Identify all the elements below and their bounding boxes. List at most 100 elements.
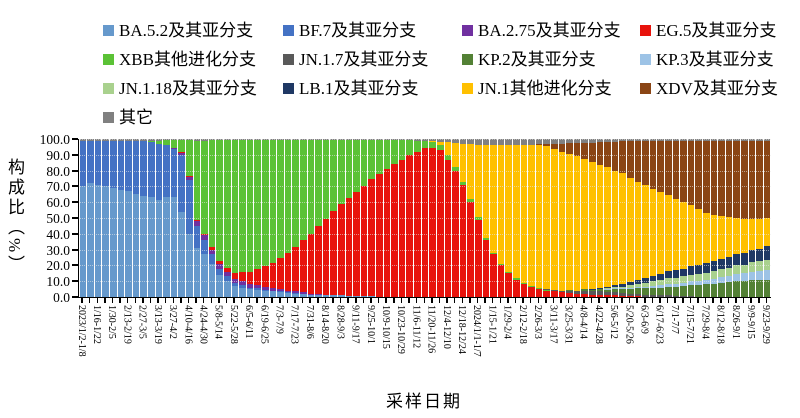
bar-segment xyxy=(376,139,383,174)
bar-segment xyxy=(315,139,322,226)
stacked-bar xyxy=(657,139,665,297)
bar-segment xyxy=(588,289,596,292)
bar-segment xyxy=(505,144,512,272)
bar-segment xyxy=(695,285,703,297)
x-tick-label: 9/23-9/29 xyxy=(760,305,772,344)
bar-segment xyxy=(520,139,528,145)
bar-segment xyxy=(338,139,345,204)
bar-segment xyxy=(284,292,292,294)
bar-segment xyxy=(665,286,672,296)
x-axis-tick xyxy=(400,298,403,303)
bar-segment xyxy=(262,266,269,287)
x-tick-label: 5/8-5/14 xyxy=(212,305,224,339)
legend-swatch-icon xyxy=(283,25,294,36)
bar-segment xyxy=(292,293,300,294)
bar-segment xyxy=(756,270,763,281)
x-axis-tick xyxy=(218,298,220,303)
stacked-bar xyxy=(170,139,178,297)
bar-segment xyxy=(543,289,550,290)
x-axis-tick xyxy=(164,298,167,303)
x-tick-label: 3/11-3/17 xyxy=(547,305,559,344)
bar-segment xyxy=(588,291,596,295)
bar-segment xyxy=(147,197,155,297)
bar-segment xyxy=(642,282,649,287)
x-axis-tick xyxy=(126,298,129,303)
stacked-bar xyxy=(315,139,322,297)
stacked-bar xyxy=(581,139,588,297)
stacked-bar xyxy=(497,139,505,297)
x-tick-label: 1/29-2/4 xyxy=(501,305,513,339)
bar-segment xyxy=(322,218,330,295)
bar-segment xyxy=(725,267,733,276)
bar-segment xyxy=(300,240,307,293)
stacked-bar xyxy=(178,139,185,297)
x-tick-label: 3/25-3/31 xyxy=(562,305,574,344)
bar-segment xyxy=(262,289,269,291)
bar-segment xyxy=(421,148,429,297)
bar-segment xyxy=(490,252,497,255)
x-tick-label: 2/13-2/19 xyxy=(121,305,133,344)
bar-segment xyxy=(87,140,94,184)
x-axis-tick xyxy=(233,298,235,303)
bar-segment xyxy=(429,141,436,143)
bar-segment xyxy=(284,290,292,293)
bar-segment xyxy=(269,291,277,297)
bar-segment xyxy=(239,285,246,288)
x-tick-label: 8/28-9/3 xyxy=(334,305,346,339)
bar-segment xyxy=(741,252,748,265)
bar-segment xyxy=(748,280,756,297)
bar-segment xyxy=(474,144,482,218)
bar-segment xyxy=(125,140,132,192)
x-tick-label: 8/26-9/1 xyxy=(729,305,741,339)
bar-segment xyxy=(535,139,543,144)
x-axis-tick xyxy=(758,298,760,303)
stacked-bar xyxy=(573,139,581,297)
bar-segment xyxy=(703,284,710,297)
x-axis-tick xyxy=(697,298,699,303)
bar-segment xyxy=(269,263,277,289)
bar-segment xyxy=(201,254,208,297)
stacked-bar xyxy=(467,139,474,297)
x-tick-label: 5/20-5/26 xyxy=(623,305,635,344)
x-axis-tick xyxy=(172,298,175,303)
bar-segment xyxy=(748,218,756,251)
bar-segment xyxy=(588,294,596,297)
bar-segment xyxy=(756,261,763,271)
bar-segment xyxy=(520,284,528,297)
bar-segment xyxy=(94,184,102,297)
bar-segment xyxy=(300,139,307,241)
bar-segment xyxy=(467,139,474,144)
y-axis-tick xyxy=(72,201,78,204)
bar-segment xyxy=(657,191,665,275)
x-axis-tick xyxy=(180,298,182,303)
bar-segment xyxy=(216,139,223,261)
bar-segment xyxy=(604,167,611,287)
bar-segment xyxy=(155,143,163,201)
bar-segment xyxy=(87,183,94,297)
stacked-bar xyxy=(512,139,520,297)
bar-segment xyxy=(634,288,642,294)
x-tick-label: 11/20-11/26 xyxy=(425,305,437,354)
bar-segment xyxy=(193,225,201,249)
bar-segment xyxy=(239,139,246,272)
bar-segment xyxy=(163,145,170,198)
x-axis-tick xyxy=(385,298,387,303)
bar-segment xyxy=(201,235,208,241)
x-axis-tick xyxy=(317,298,319,303)
bar-segment xyxy=(680,285,687,297)
bar-segment xyxy=(459,143,467,182)
legend-label: BF.7及其亚分支 xyxy=(299,21,417,40)
stacked-bar xyxy=(132,139,140,297)
stacked-bar xyxy=(216,139,223,297)
stacked-bar xyxy=(649,139,657,297)
x-tick-label: 5/6-5/12 xyxy=(608,305,620,339)
bar-segment xyxy=(223,281,231,297)
x-axis-tick xyxy=(415,298,418,303)
bar-segment xyxy=(680,268,687,277)
stacked-bar xyxy=(528,139,535,297)
stacked-bar xyxy=(436,139,444,297)
bar-segment xyxy=(627,139,634,142)
bar-segment xyxy=(482,139,490,145)
bar-segment xyxy=(178,153,185,155)
stacked-bar xyxy=(87,139,94,297)
